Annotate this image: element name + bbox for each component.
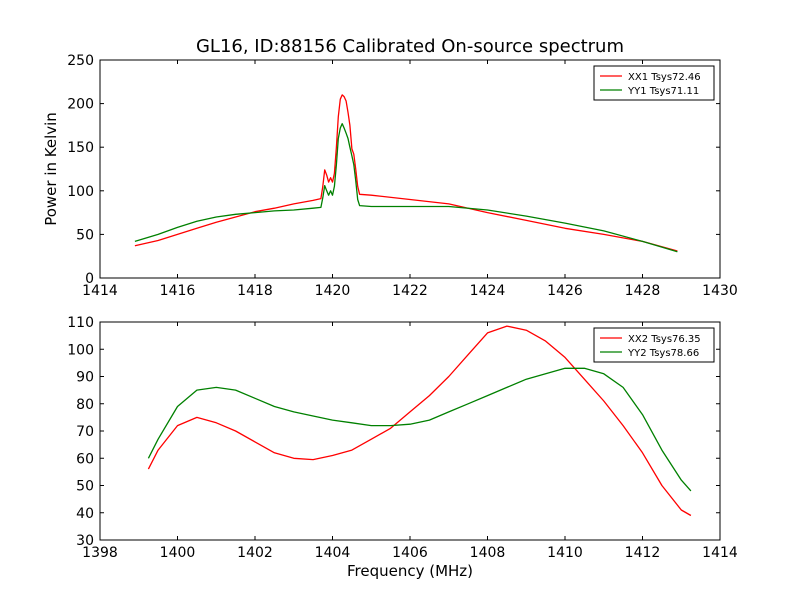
y-tick-label: 200 xyxy=(67,97,94,113)
y-tick-label: 0 xyxy=(85,271,94,287)
y-tick-label: 150 xyxy=(67,140,94,156)
bottom-chart: 1398 1400 1402 1404 1406 1408 1410 1412 1414 30 40… xyxy=(67,315,738,561)
top-chart-title: GL16, ID:88156 Calibrated On-source spec… xyxy=(196,36,624,57)
x-tick-label: 1418 xyxy=(237,283,273,299)
x-tick-label: 1422 xyxy=(392,283,428,299)
bottom-chart-xlabel: Frequency (MHz) xyxy=(347,562,473,580)
y-tick-label: 100 xyxy=(67,342,94,358)
x-tick-label: 1424 xyxy=(470,283,506,299)
legend-label: YY2 Tsys78.66 xyxy=(627,348,699,359)
x-tick-label: 1420 xyxy=(315,283,351,299)
y-tick-label: 60 xyxy=(76,451,94,467)
x-tick-label: 1400 xyxy=(160,545,196,561)
x-tick-label: 1426 xyxy=(547,283,583,299)
legend-box xyxy=(593,327,715,363)
x-tick-label: 1428 xyxy=(625,283,661,299)
x-tick-label: 1410 xyxy=(547,545,583,561)
legend: XX2 Tsys76.35 YY2 Tsys78.66 xyxy=(593,327,715,363)
top-chart-ylabel: Power in Kelvin xyxy=(42,112,60,226)
legend-box xyxy=(593,65,715,101)
x-tick-label: 1412 xyxy=(625,545,661,561)
y-tick-label: 30 xyxy=(76,533,94,549)
series-line-top-2 xyxy=(134,123,678,253)
y-tick-label: 100 xyxy=(67,184,94,200)
y-tick-label: 50 xyxy=(76,227,94,243)
x-tick-label: 1398 xyxy=(82,545,118,561)
y-tick-label: 110 xyxy=(67,315,94,331)
y-tick-label: 80 xyxy=(76,397,94,413)
series-line-bottom-1 xyxy=(147,325,692,517)
y-tick-label: 70 xyxy=(76,424,94,440)
x-tick-label: 1414 xyxy=(702,545,738,561)
series-line-bottom-2 xyxy=(147,367,692,492)
x-tick-label: 1430 xyxy=(702,283,738,299)
y-tick-label: 40 xyxy=(76,506,94,522)
legend-label: XX2 Tsys76.35 xyxy=(628,334,701,345)
x-tick-label: 1402 xyxy=(237,545,273,561)
legend-label: XX1 Tsys72.46 xyxy=(628,72,701,83)
y-tick-label: 250 xyxy=(67,53,94,69)
y-tick-label: 50 xyxy=(76,479,94,495)
series-line-top-1 xyxy=(134,94,678,252)
x-tick-label: 1416 xyxy=(160,283,196,299)
x-tick-label: 1414 xyxy=(82,283,118,299)
x-tick-label: 1408 xyxy=(470,545,506,561)
x-tick-label: 1406 xyxy=(392,545,428,561)
legend-label: YY1 Tsys71.11 xyxy=(627,86,699,97)
top-chart: 1414 1416 1418 1420 1422 1424 1426 1428 1430 0 50 1… xyxy=(67,53,738,299)
y-tick-label: 90 xyxy=(76,370,94,386)
legend: XX1 Tsys72.46 YY1 Tsys71.11 xyxy=(593,65,715,101)
x-tick-label: 1404 xyxy=(315,545,351,561)
